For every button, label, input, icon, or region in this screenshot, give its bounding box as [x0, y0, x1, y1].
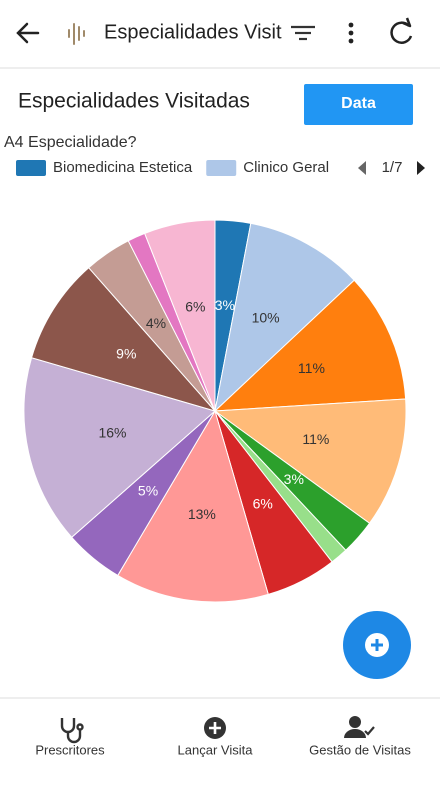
filter-button[interactable] — [291, 25, 315, 41]
slice-label: 11% — [298, 360, 325, 376]
back-button[interactable] — [16, 22, 40, 44]
pie-slice — [23, 357, 217, 539]
pie: 3% 10% 11% 11% 3% 6% 13% 5% 16% 9% 4% 6% — [23, 219, 407, 603]
gestao-icon[interactable] — [344, 716, 375, 738]
app-bar-title: Especialidades Visit — [104, 21, 282, 43]
pie-slice — [214, 222, 355, 413]
slice-label: 6% — [185, 299, 205, 315]
pie-slice — [213, 398, 407, 524]
slice-label: 3% — [284, 471, 304, 487]
slice-label: 5% — [138, 483, 158, 499]
refresh-button[interactable] — [390, 17, 413, 44]
slice-label: 13% — [188, 506, 216, 522]
data-button-label[interactable]: Data — [341, 95, 376, 112]
nav-label[interactable]: Lançar Visita — [178, 742, 254, 757]
pie-slice — [30, 267, 217, 412]
app-logo — [68, 23, 85, 45]
legend-label: Clinico Geral — [243, 159, 329, 176]
slice-label: 3% — [215, 297, 235, 313]
nav-label[interactable]: Gestão de Visitas — [309, 742, 411, 757]
legend-next[interactable] — [417, 161, 425, 175]
slice-label: 11% — [302, 431, 329, 447]
slice-label: 9% — [116, 345, 136, 361]
pie-slice — [213, 279, 407, 412]
add-icon-plus — [371, 639, 383, 651]
prescritores-icon[interactable] — [60, 718, 84, 744]
legend-swatch — [16, 160, 46, 176]
legend-label: Biomedicina Estetica — [53, 159, 193, 176]
slice-label: 4% — [146, 315, 166, 331]
pie-slice — [117, 409, 269, 603]
slice-label: 6% — [253, 495, 273, 511]
pie-slice — [144, 219, 216, 412]
legend-page: 1/7 — [382, 159, 403, 176]
legend-title: A4 Especialidade? — [4, 134, 137, 151]
legend-swatch — [206, 160, 237, 176]
more-button[interactable] — [348, 22, 354, 44]
nav-label[interactable]: Prescritores — [35, 742, 105, 757]
page-title: Especialidades Visitadas — [18, 90, 250, 113]
slice-label: 16% — [98, 425, 126, 441]
data-button[interactable] — [304, 84, 413, 125]
legend-prev[interactable] — [358, 161, 366, 175]
lancar-icon-plus — [209, 722, 221, 734]
slice-label: 10% — [252, 310, 280, 326]
